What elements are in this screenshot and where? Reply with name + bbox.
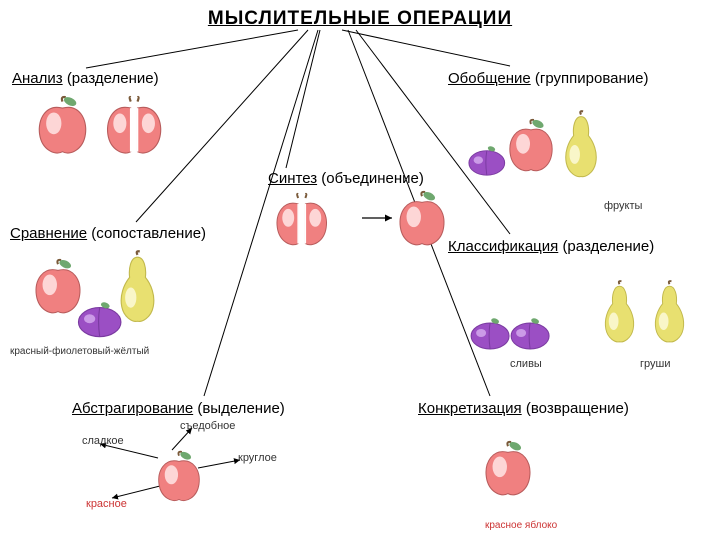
plum-icon [75,302,124,345]
label-edible: съедобное [180,420,235,432]
page-title: МЫСЛИТЕЛЬНЫЕ ОПЕРАЦИИ [208,8,512,30]
apple-icon [155,450,203,510]
apple-icon [506,118,556,181]
pear-icon [560,110,602,185]
label-fruits: фрукты [604,200,642,212]
apple-icon [482,440,534,505]
label-colors: красный-фиолетовый-жёлтый [10,346,149,357]
pear-icon [650,280,689,350]
apple-half-right-icon [136,95,166,163]
plum-icon [508,318,552,357]
op-generalization: Обобщение (группирование) [448,70,648,87]
apple-icon [35,95,90,163]
apple-half-left-icon [272,192,300,255]
label-sweet: сладкое [82,435,124,447]
apple-half-right-icon [304,192,332,255]
label-red-apple: красное яблоко [485,520,557,531]
label-plums: сливы [510,358,542,370]
op-concretization: Конкретизация (возвращение) [418,400,629,417]
op-analysis: Анализ (разделение) [12,70,159,87]
apple-icon [396,190,448,255]
plum-icon [466,146,508,183]
label-round: круглое [238,452,277,464]
op-abstraction: Абстрагирование (выделение) [72,400,285,417]
op-comparison: Сравнение (сопоставление) [10,225,206,242]
op-classification: Классификация (разделение) [448,238,654,255]
apple-half-left-icon [102,95,132,163]
label-pears: груши [640,358,670,370]
pear-icon [600,280,639,350]
label-red: красное [86,498,127,510]
op-synthesis: Синтез (объединение) [268,170,424,187]
plum-icon [468,318,512,357]
